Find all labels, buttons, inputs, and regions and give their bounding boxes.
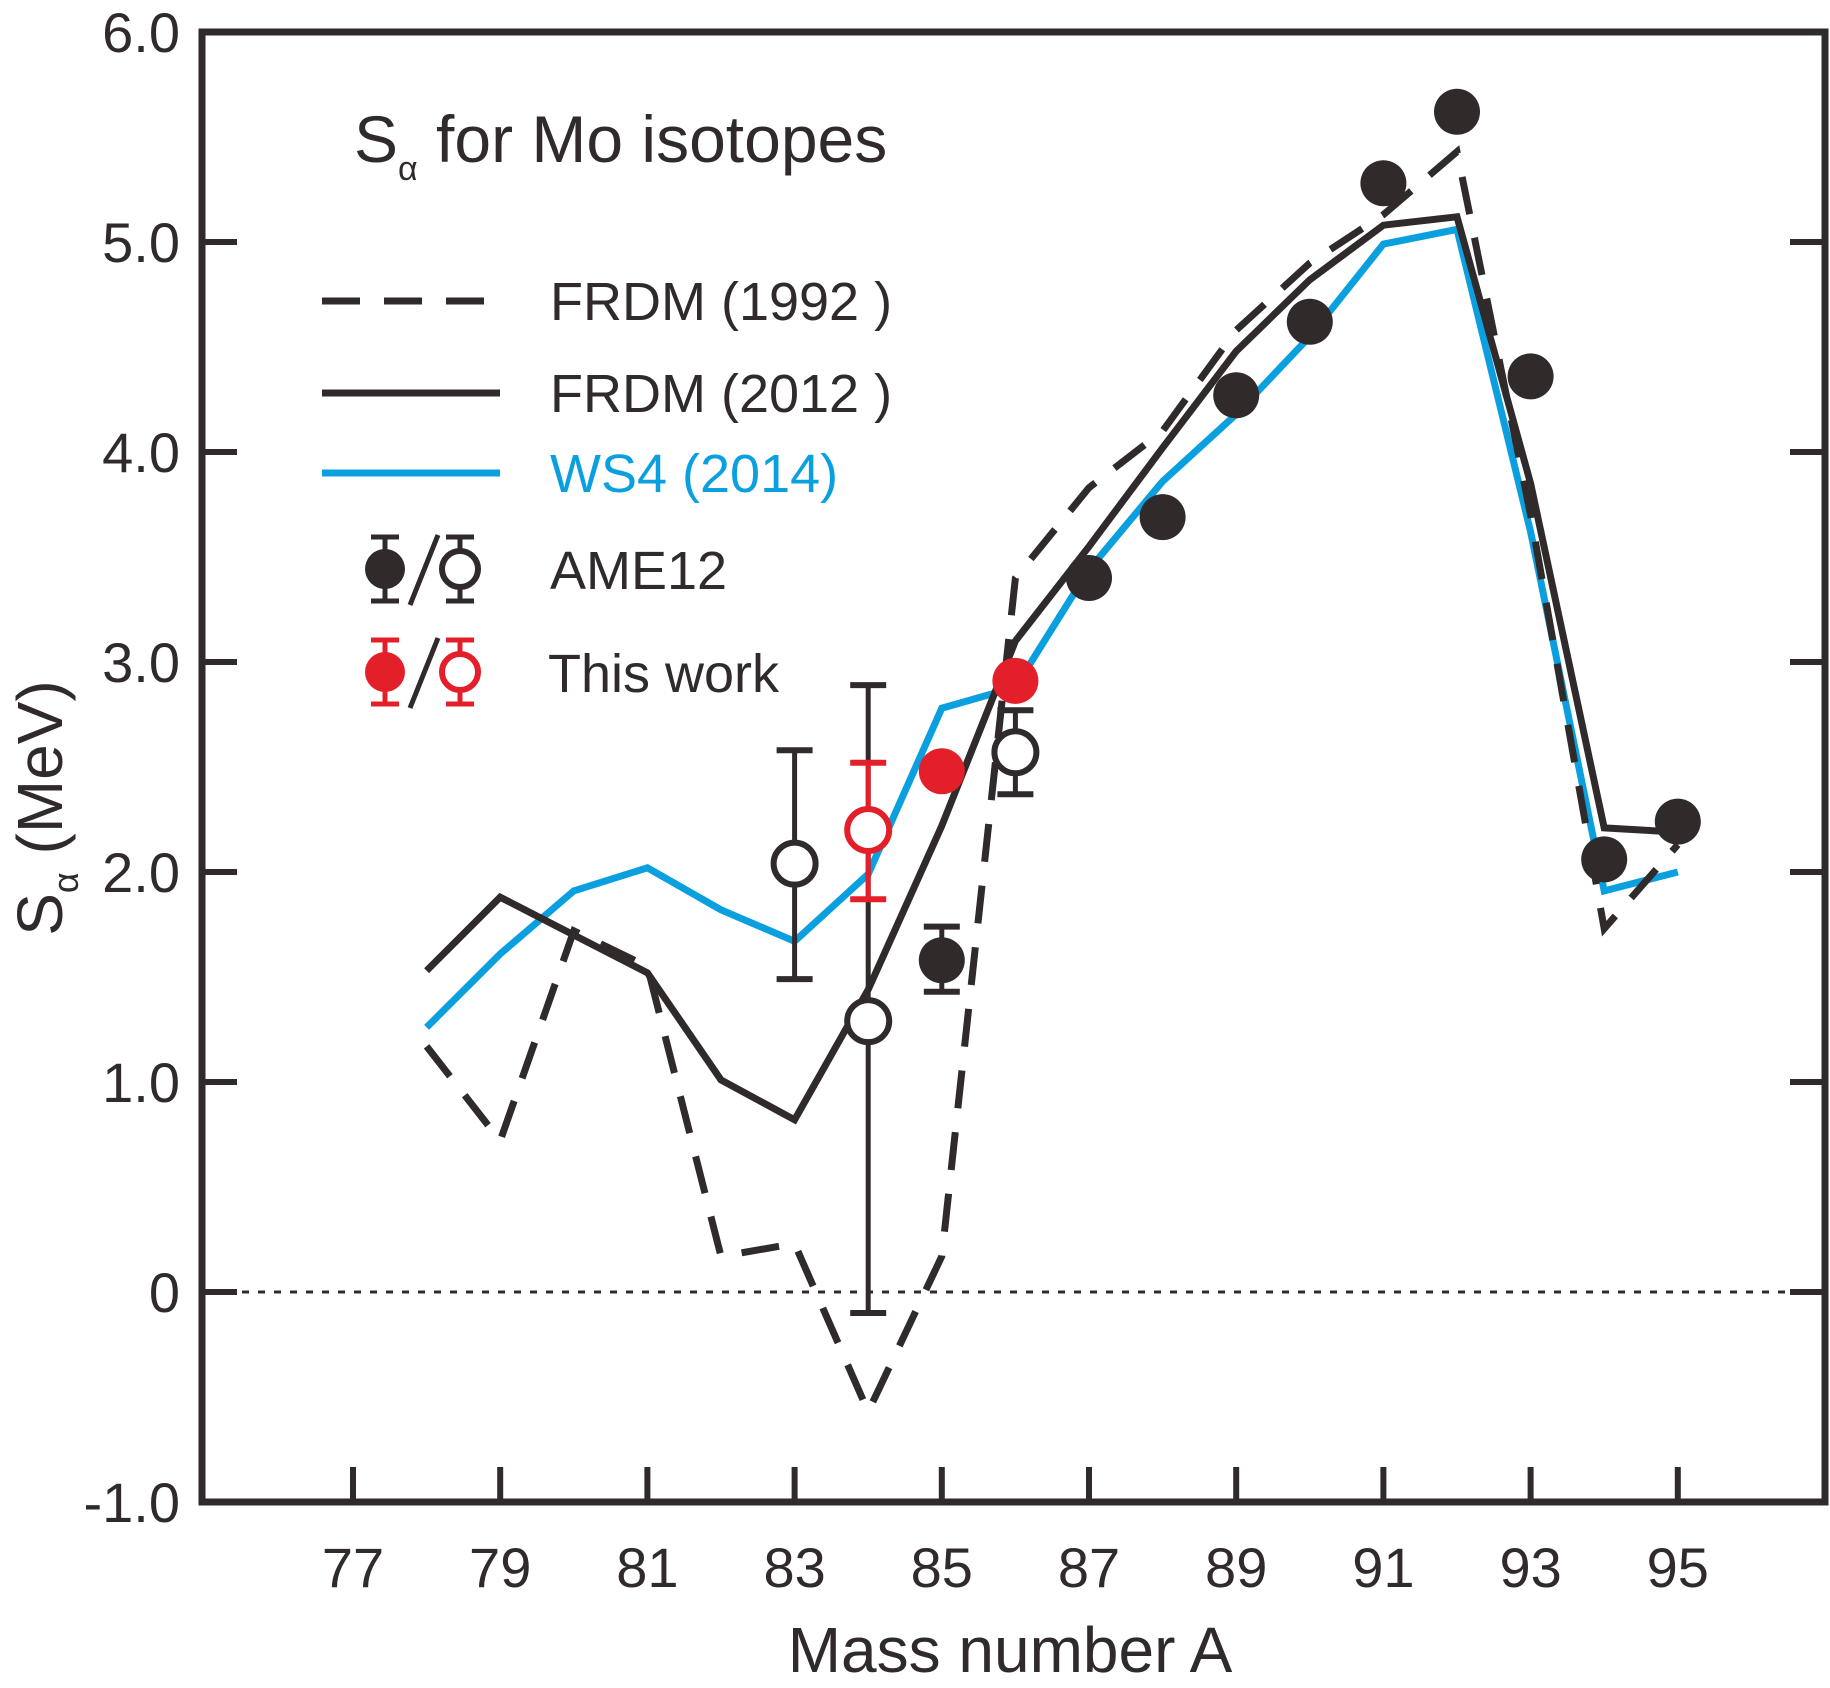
- series-line-frdm-2012: [424, 212, 1678, 1125]
- marker-filled: [918, 748, 965, 795]
- data-point-ame12-95-filled: [1654, 798, 1701, 845]
- series-line-ws4-2014: [424, 225, 1679, 1030]
- legend-label-ws4: WS4 (2014): [550, 444, 838, 504]
- y-tick-label: 3.0: [102, 631, 180, 694]
- x-tick-label: 87: [1058, 1536, 1120, 1599]
- marker-open: [770, 839, 819, 888]
- y-tick-label: 2.0: [102, 841, 180, 904]
- data-point-ame12-90-filled: [1286, 298, 1333, 345]
- x-tick-label: 85: [911, 1536, 973, 1599]
- marker-filled: [1139, 494, 1186, 541]
- data-point-this-work-85-filled: [918, 748, 965, 795]
- y-tick-label: 6.0: [102, 1, 180, 64]
- x-tick-label: 77: [322, 1536, 384, 1599]
- x-axis-label: Mass number A: [788, 1614, 1233, 1686]
- axes: [198, 28, 1829, 1506]
- series-lines: [210, 145, 1821, 1421]
- series-line-frdm-1992: [423, 145, 1681, 1421]
- marker-open: [991, 728, 1040, 777]
- data-point-ame12-92-filled: [1434, 88, 1480, 135]
- data-points: [770, 88, 1701, 1316]
- x-tick-label: 95: [1647, 1536, 1709, 1599]
- marker-filled: [1213, 372, 1260, 419]
- data-point-ame12-93-filled: [1507, 353, 1554, 400]
- data-point-ame12-94-filled: [1581, 836, 1628, 883]
- data-point-this-work-84-open: [844, 759, 893, 903]
- data-point-ame12-91-filled: [1360, 160, 1407, 207]
- marker-filled: [992, 657, 1039, 704]
- y-tick-label: 1.0: [102, 1051, 180, 1114]
- x-tick-label: 79: [469, 1536, 531, 1599]
- data-point-ame12-86-open: [991, 707, 1040, 798]
- legend-swatch-this-work: [365, 637, 481, 709]
- marker-filled: [1507, 353, 1554, 400]
- y-axis-label: Sα (MeV): [4, 680, 86, 936]
- y-tick-label: -1.0: [84, 1471, 181, 1534]
- marker-filled: [1286, 298, 1333, 345]
- y-tick-label: 5.0: [102, 211, 180, 274]
- plot-frame: [198, 28, 1829, 1506]
- marker-filled: [1434, 88, 1480, 135]
- x-tick-label: 83: [763, 1536, 825, 1599]
- y-tick-label: 4.0: [102, 421, 180, 484]
- legend-label-frdm2012: FRDM (2012 ): [550, 364, 892, 424]
- marker-filled: [1581, 836, 1628, 883]
- marker-filled: [1654, 798, 1701, 845]
- x-tick-label: 89: [1205, 1536, 1267, 1599]
- marker-open: [844, 997, 893, 1046]
- data-point-ame12-88-filled: [1139, 494, 1186, 541]
- marker-open: [844, 806, 893, 854]
- data-point-ame12-85-filled: [918, 923, 965, 995]
- data-point-ame12-89-filled: [1213, 372, 1260, 419]
- legend-swatch-ame12: [365, 534, 481, 606]
- marker-filled: [1360, 160, 1407, 207]
- legend-label-this-work: This work: [548, 644, 780, 704]
- legend-label-ame12: AME12: [550, 541, 727, 601]
- x-tick-label: 81: [616, 1536, 678, 1599]
- data-point-this-work-86-filled: [992, 657, 1039, 704]
- marker-filled: [1066, 555, 1112, 601]
- legend-label-frdm1992: FRDM (1992 ): [550, 272, 892, 332]
- marker-filled: [918, 937, 965, 984]
- data-point-ame12-83-open: [770, 747, 819, 983]
- x-tick-label: 93: [1499, 1536, 1561, 1599]
- chart-title: Sα for Mo isotopes: [354, 102, 887, 188]
- y-tick-label: 0: [149, 1261, 180, 1324]
- ticks: -1.0 0 1.0 2.0 3.0 4.0 5.0 6.0 77 79 81 83 85 87 89 91 9…: [84, 1, 1825, 1599]
- x-tick-label: 91: [1352, 1536, 1414, 1599]
- legend: FRDM (1992 ) FRDM (2012 ) WS4 (2014) AME…: [322, 272, 892, 709]
- data-point-ame12-87-filled: [1066, 555, 1112, 601]
